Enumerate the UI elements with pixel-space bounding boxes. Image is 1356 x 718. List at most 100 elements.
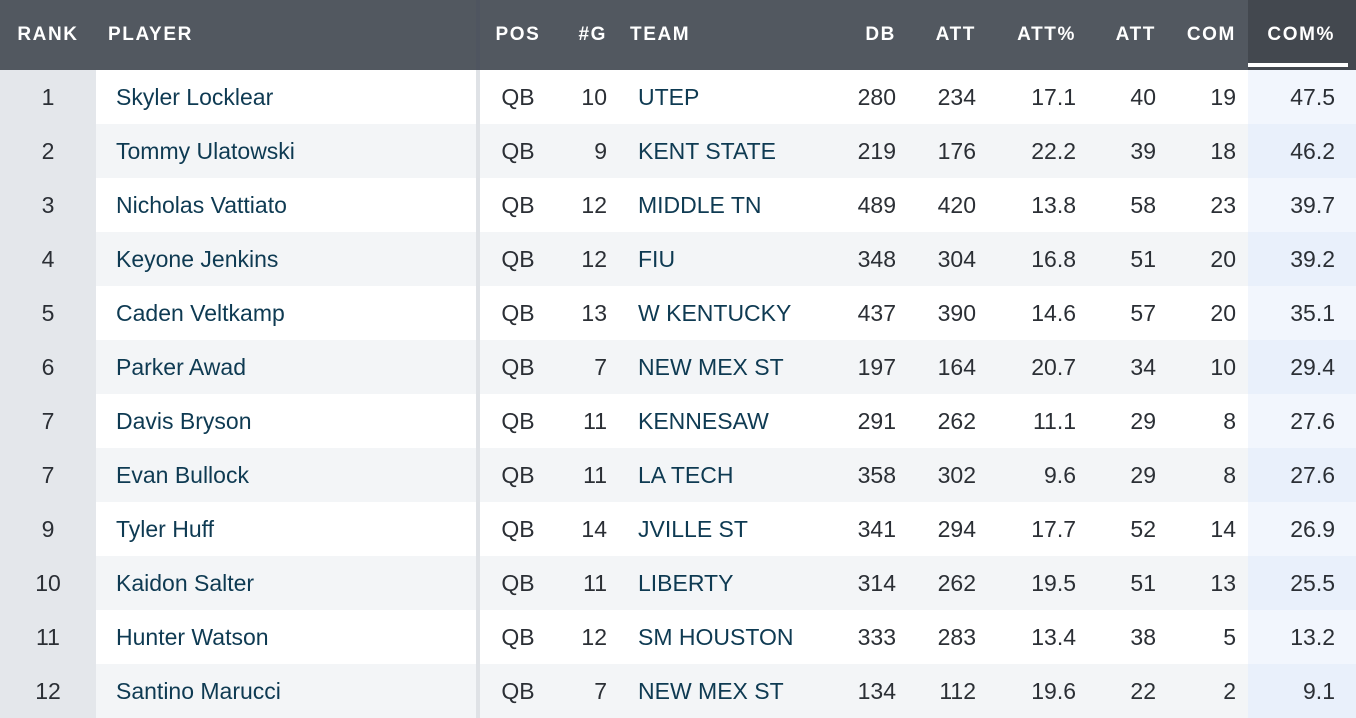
pos-cell: QB xyxy=(501,354,535,380)
team-link[interactable]: W KENTUCKY xyxy=(638,300,792,326)
table-row: 4 Keyone Jenkins QB 12 FIU 348 304 16.8 51 20 39.2 xyxy=(0,232,1356,286)
att2-cell: 34 xyxy=(1130,354,1156,380)
att-pct-cell: 17.7 xyxy=(1031,516,1076,542)
player-link[interactable]: Skyler Locklear xyxy=(116,84,274,110)
column-header-db[interactable]: DB xyxy=(865,24,896,45)
att2-cell: 57 xyxy=(1130,300,1156,326)
att-pct-cell: 22.2 xyxy=(1031,138,1076,164)
att-cell: 283 xyxy=(937,624,976,650)
att2-cell: 51 xyxy=(1130,246,1156,272)
column-header-att-pct[interactable]: ATT% xyxy=(1017,24,1076,45)
player-link[interactable]: Parker Awad xyxy=(116,354,246,380)
db-cell: 134 xyxy=(857,678,896,704)
games-cell: 7 xyxy=(594,678,607,704)
row-background xyxy=(96,610,476,664)
row-background xyxy=(1248,394,1356,448)
games-cell: 13 xyxy=(581,300,607,326)
com-pct-cell: 46.2 xyxy=(1290,138,1335,164)
row-background xyxy=(96,124,476,178)
rank-cell: 5 xyxy=(41,300,55,326)
player-link[interactable]: Davis Bryson xyxy=(116,408,252,434)
team-link[interactable]: KENNESAW xyxy=(638,408,769,434)
column-header-rank[interactable]: RANK xyxy=(17,24,79,45)
column-header-team[interactable]: TEAM xyxy=(630,24,691,45)
db-cell: 348 xyxy=(857,246,896,272)
player-link[interactable]: Kaidon Salter xyxy=(116,570,255,596)
player-link[interactable]: Nicholas Vattiato xyxy=(116,192,287,218)
player-link[interactable]: Tommy Ulatowski xyxy=(116,138,295,164)
row-background xyxy=(1248,664,1356,718)
com-pct-cell: 27.6 xyxy=(1290,462,1335,488)
db-cell: 280 xyxy=(857,84,896,110)
att-cell: 294 xyxy=(937,516,976,542)
team-link[interactable]: NEW MEX ST xyxy=(638,354,784,380)
att2-cell: 52 xyxy=(1130,516,1156,542)
com-pct-cell: 29.4 xyxy=(1290,354,1335,380)
row-background xyxy=(1248,232,1356,286)
row-background xyxy=(480,664,1248,718)
row-background xyxy=(96,664,476,718)
row-background xyxy=(96,340,476,394)
row-background xyxy=(96,70,476,124)
column-header-att[interactable]: ATT xyxy=(935,24,976,45)
games-cell: 9 xyxy=(594,138,607,164)
row-background xyxy=(1248,502,1356,556)
team-link[interactable]: MIDDLE TN xyxy=(638,192,762,218)
att-pct-cell: 19.6 xyxy=(1031,678,1076,704)
row-background xyxy=(480,70,1248,124)
att2-cell: 58 xyxy=(1130,192,1156,218)
team-link[interactable]: JVILLE ST xyxy=(638,516,748,542)
team-link[interactable]: LIBERTY xyxy=(638,570,734,596)
player-link[interactable]: Tyler Huff xyxy=(116,516,214,542)
column-header-games[interactable]: #G xyxy=(578,24,607,45)
rank-cell: 10 xyxy=(35,570,61,596)
column-header-com-pct[interactable]: COM% xyxy=(1248,0,1356,70)
team-link[interactable]: KENT STATE xyxy=(638,138,777,164)
player-link[interactable]: Evan Bullock xyxy=(116,462,249,488)
db-cell: 314 xyxy=(857,570,896,596)
row-background xyxy=(1248,286,1356,340)
com-cell: 8 xyxy=(1223,462,1236,488)
com-pct-cell: 39.7 xyxy=(1290,192,1335,218)
table-row: 1 Skyler Locklear QB 10 UTEP 280 234 17.1 40 19 47… xyxy=(0,70,1356,124)
rank-cell: 12 xyxy=(35,678,61,704)
column-divider xyxy=(476,70,480,718)
table-row: 5 Caden Veltkamp QB 13 W KENTUCKY 437 390 14.6 5… xyxy=(0,286,1356,340)
rank-cell: 9 xyxy=(41,516,55,542)
com-pct-cell: 35.1 xyxy=(1290,300,1335,326)
att-pct-cell: 20.7 xyxy=(1031,354,1076,380)
table-row: 12 Santino Marucci QB 7 NEW MEX ST 134 112 19.6… xyxy=(0,664,1356,718)
column-header-pos[interactable]: POS xyxy=(495,24,541,45)
db-cell: 197 xyxy=(857,354,896,380)
pos-cell: QB xyxy=(501,84,535,110)
column-header-com[interactable]: COM xyxy=(1186,24,1236,45)
row-background xyxy=(96,232,476,286)
com-cell: 18 xyxy=(1210,138,1236,164)
player-link[interactable]: Hunter Watson xyxy=(116,624,269,650)
column-header-player[interactable]: PLAYER xyxy=(108,24,193,45)
games-cell: 11 xyxy=(583,408,607,434)
att2-cell: 22 xyxy=(1130,678,1156,704)
att-cell: 420 xyxy=(937,192,976,218)
team-link[interactable]: FIU xyxy=(638,246,676,272)
row-background xyxy=(480,448,1248,502)
team-link[interactable]: UTEP xyxy=(638,84,700,110)
att-pct-cell: 17.1 xyxy=(1031,84,1076,110)
games-cell: 7 xyxy=(594,354,607,380)
att-pct-cell: 14.6 xyxy=(1031,300,1076,326)
team-link[interactable]: SM HOUSTON xyxy=(638,624,794,650)
row-background xyxy=(96,178,476,232)
column-divider-header xyxy=(476,0,480,70)
player-link[interactable]: Keyone Jenkins xyxy=(116,246,279,272)
row-background xyxy=(96,502,476,556)
row-background xyxy=(480,232,1248,286)
team-link[interactable]: LA TECH xyxy=(638,462,734,488)
db-cell: 333 xyxy=(857,624,896,650)
team-link[interactable]: NEW MEX ST xyxy=(638,678,784,704)
column-header-att-2[interactable]: ATT xyxy=(1115,24,1156,45)
com-cell: 20 xyxy=(1210,300,1236,326)
row-background xyxy=(1248,448,1356,502)
player-link[interactable]: Santino Marucci xyxy=(116,678,281,704)
player-link[interactable]: Caden Veltkamp xyxy=(116,300,285,326)
att2-cell: 38 xyxy=(1130,624,1156,650)
